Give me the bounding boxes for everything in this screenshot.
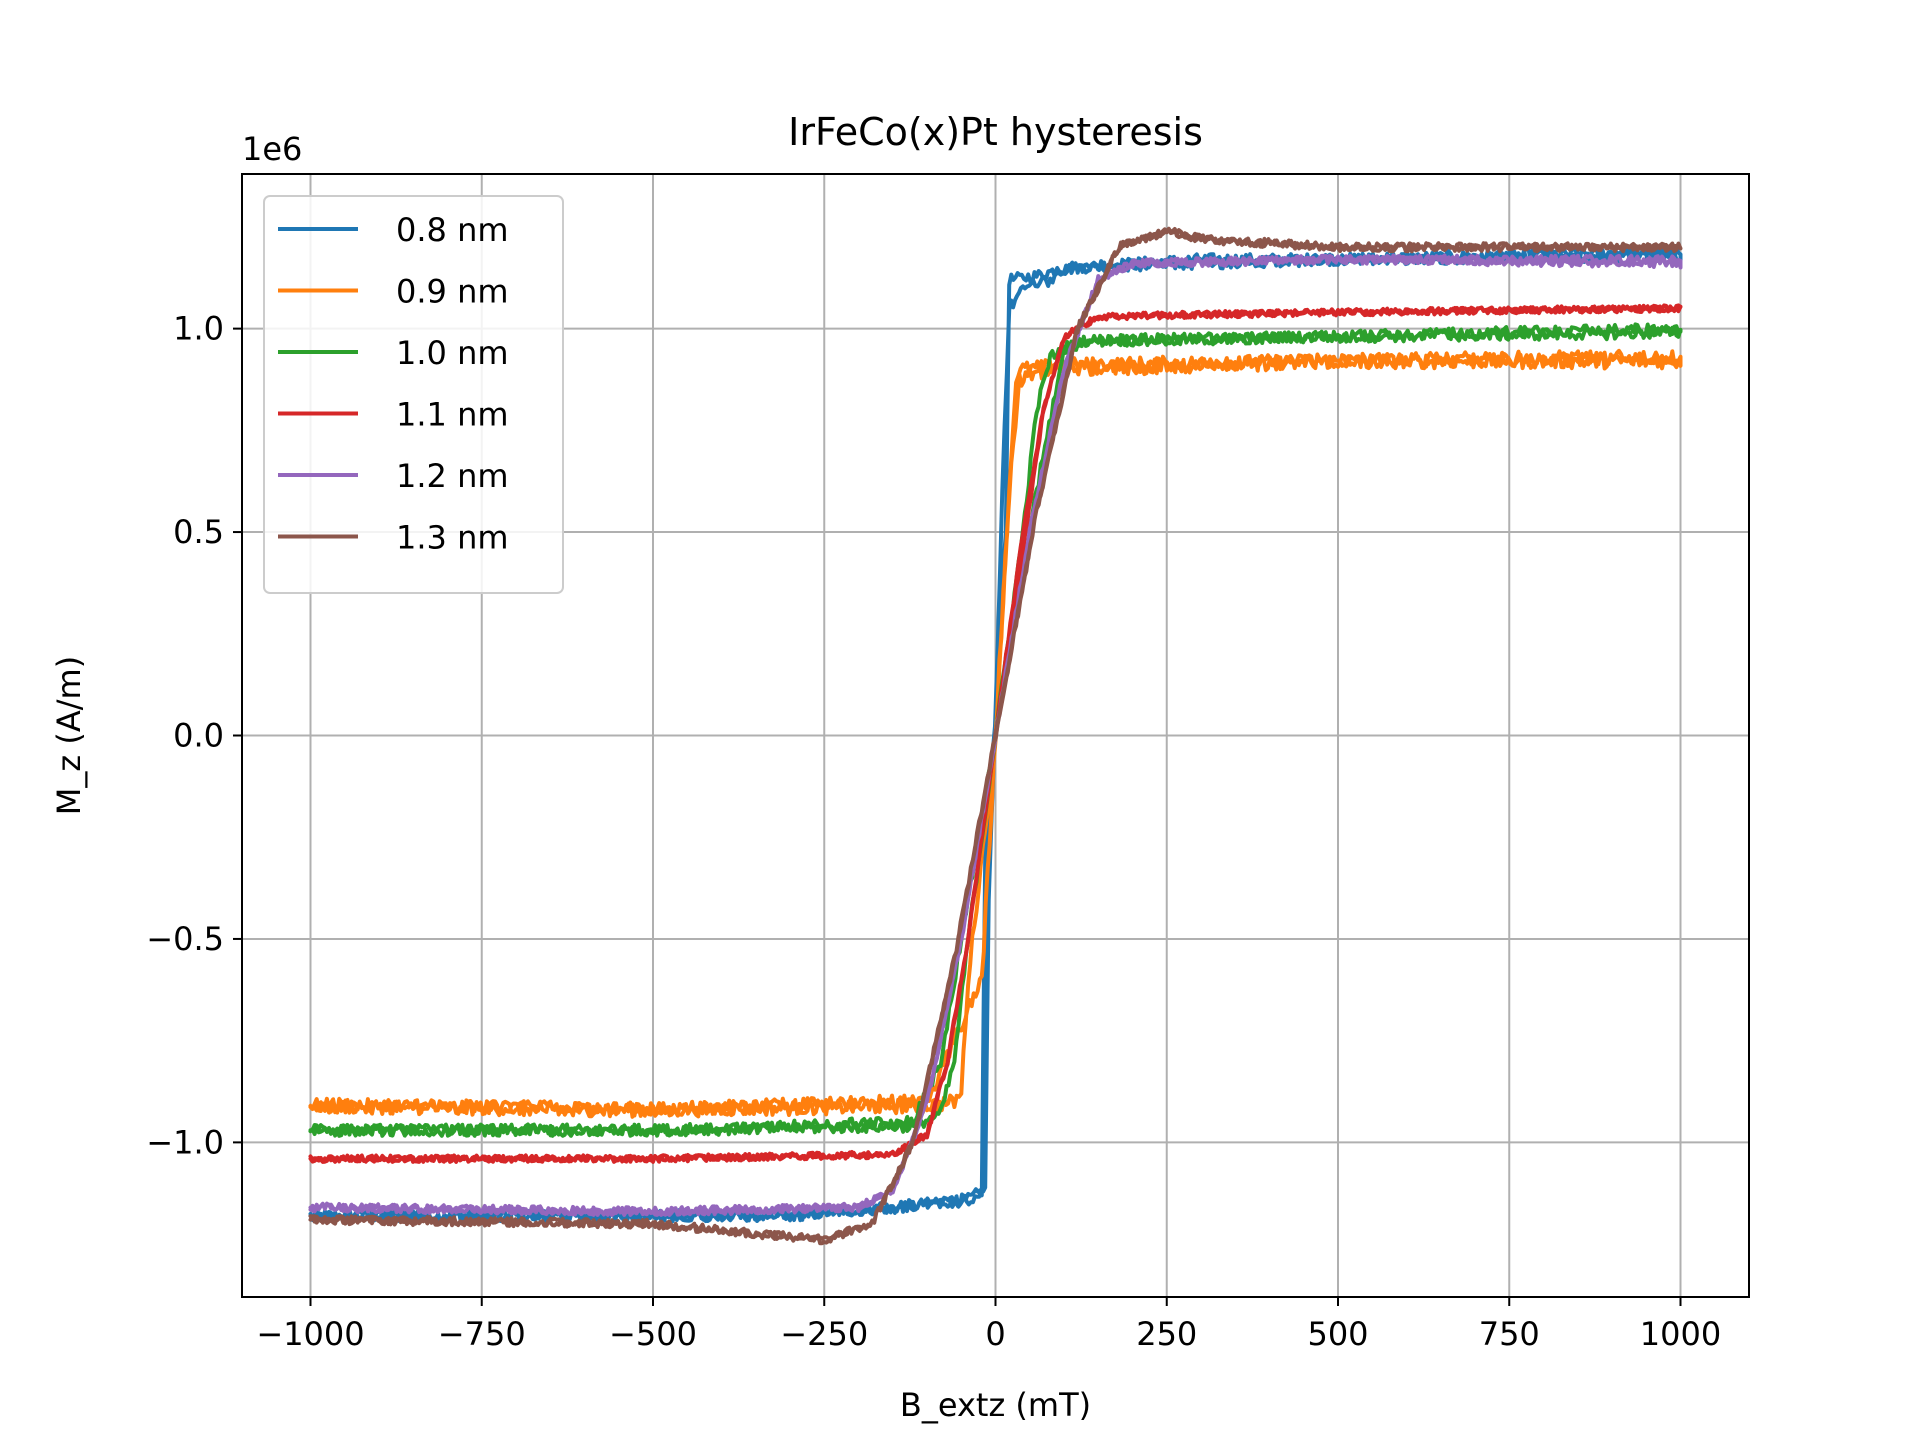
x-tick-label: 500 — [1307, 1315, 1368, 1353]
y-tick-label: −0.5 — [146, 920, 224, 958]
x-tick-label: −1000 — [256, 1315, 364, 1353]
x-tick-label: 750 — [1479, 1315, 1540, 1353]
legend-label: 1.2 nm — [396, 457, 509, 495]
series-line-4 — [308, 303, 1683, 1164]
legend-label: 0.8 nm — [396, 211, 509, 249]
legend-label: 0.9 nm — [396, 273, 509, 311]
legend-label: 1.3 nm — [396, 519, 509, 557]
series-line-5 — [308, 253, 1683, 1218]
y-tick-label: 0.0 — [173, 717, 224, 755]
y-offset-label: 1e6 — [242, 130, 302, 168]
legend-label: 1.0 nm — [396, 334, 509, 372]
chart-title: IrFeCo(x)Pt hysteresis — [788, 110, 1203, 154]
y-axis-label: M_z (A/m) — [50, 656, 88, 815]
x-axis-label: B_extz (mT) — [900, 1386, 1091, 1424]
legend-box — [263, 195, 564, 594]
axis-ticks: −1000 −750 −500 −250 0 250 500 750 1000 −1.0 −0.5 0… — [146, 310, 1721, 1353]
legend: 0.8 nm 0.9 nm 1.0 nm 1.1 nm 1.2 nm 1.3 nm — [263, 195, 564, 594]
x-tick-label: 250 — [1136, 1315, 1197, 1353]
series-line-2 — [308, 348, 1683, 1119]
y-tick-label: 0.5 — [173, 513, 224, 551]
series-lines — [308, 226, 1683, 1246]
x-tick-label: −250 — [780, 1315, 868, 1353]
legend-label: 1.1 nm — [396, 396, 509, 434]
x-tick-label: 1000 — [1640, 1315, 1721, 1353]
y-tick-label: 1.0 — [173, 310, 224, 348]
y-tick-label: −1.0 — [146, 1123, 224, 1161]
x-tick-label: −500 — [609, 1315, 697, 1353]
series-line-6 — [308, 226, 1683, 1246]
series-line-3 — [308, 322, 1683, 1138]
x-tick-label: 0 — [985, 1315, 1005, 1353]
x-tick-label: −750 — [438, 1315, 526, 1353]
